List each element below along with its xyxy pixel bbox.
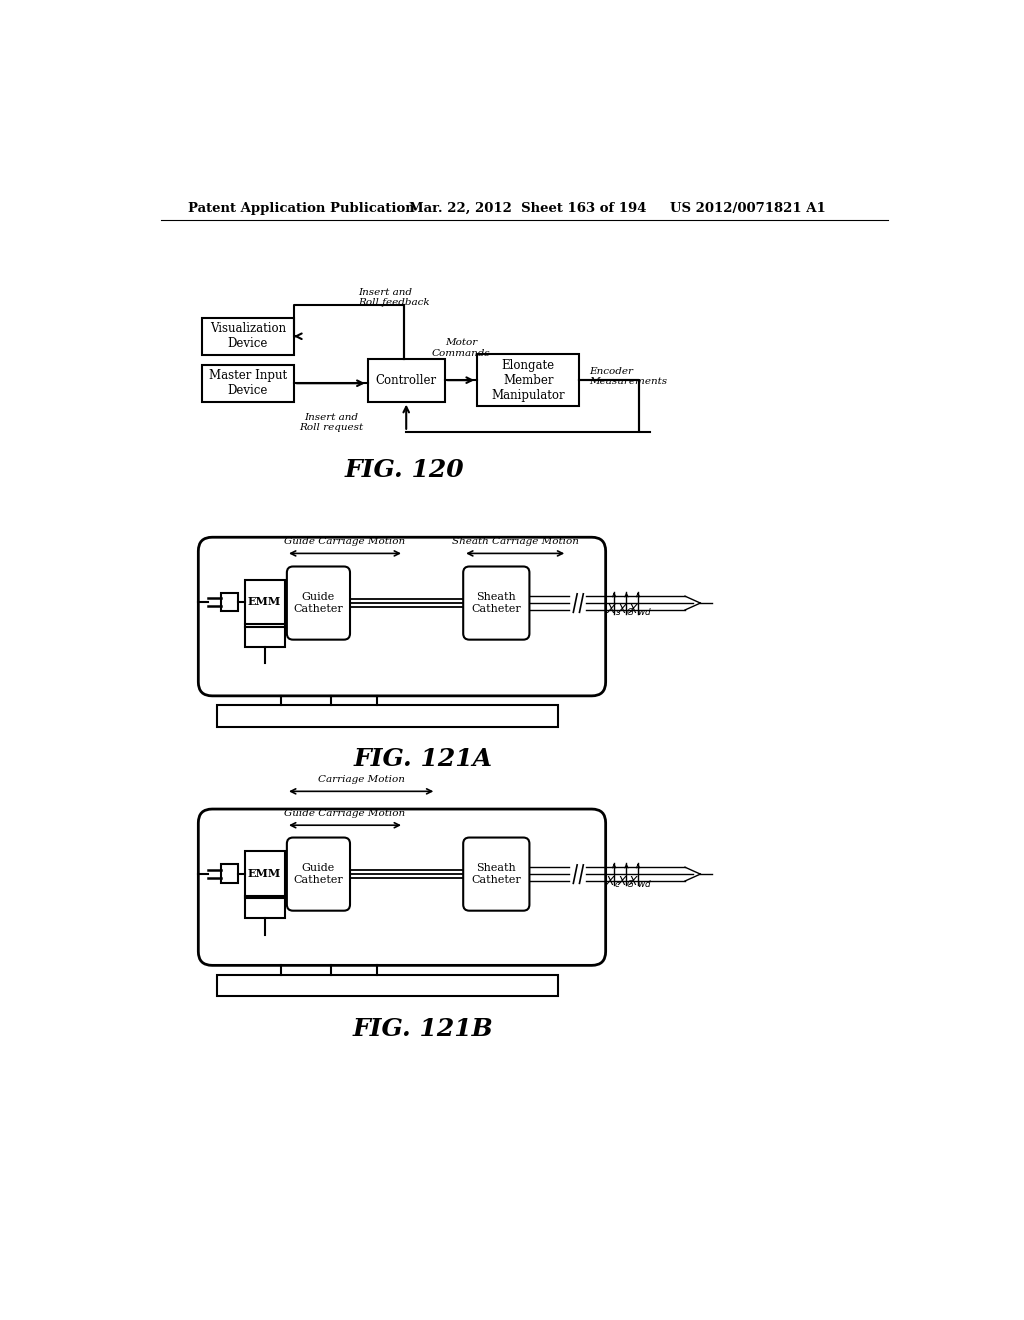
Bar xyxy=(217,974,558,997)
FancyBboxPatch shape xyxy=(287,838,350,911)
Bar xyxy=(220,593,239,611)
Text: Motor
Commands: Motor Commands xyxy=(431,338,490,358)
Text: Mar. 22, 2012  Sheet 163 of 194: Mar. 22, 2012 Sheet 163 of 194 xyxy=(410,202,647,215)
Text: Insert and
Roll feedback: Insert and Roll feedback xyxy=(357,288,429,308)
Text: FIG. 121B: FIG. 121B xyxy=(353,1016,494,1040)
Text: $X_s$: $X_s$ xyxy=(605,603,622,619)
Text: Guide
Catheter: Guide Catheter xyxy=(294,593,343,614)
Text: $X_G$: $X_G$ xyxy=(616,603,635,619)
Bar xyxy=(220,865,239,883)
Text: Elongate
Member
Manipulator: Elongate Member Manipulator xyxy=(492,359,565,401)
Text: Visualization
Device: Visualization Device xyxy=(210,322,286,350)
FancyBboxPatch shape xyxy=(199,809,605,965)
Text: Guide
Catheter: Guide Catheter xyxy=(294,863,343,884)
Bar xyxy=(245,898,285,919)
Text: Guide Carriage Motion: Guide Carriage Motion xyxy=(285,537,406,546)
Text: Patent Application Publication: Patent Application Publication xyxy=(188,202,415,215)
Text: Sheath Carriage Motion: Sheath Carriage Motion xyxy=(452,537,579,546)
Text: Sheath
Catheter: Sheath Catheter xyxy=(471,593,521,614)
Text: EMM: EMM xyxy=(248,869,282,879)
Text: FIG. 121A: FIG. 121A xyxy=(353,747,493,771)
Bar xyxy=(477,354,580,407)
Bar xyxy=(245,851,285,896)
Text: EMM: EMM xyxy=(248,597,282,607)
Text: Carriage Motion: Carriage Motion xyxy=(317,775,404,784)
Bar xyxy=(245,579,285,624)
Text: $X_G$: $X_G$ xyxy=(616,874,635,890)
FancyBboxPatch shape xyxy=(199,537,605,696)
Bar xyxy=(368,359,444,401)
Bar xyxy=(202,364,294,401)
FancyBboxPatch shape xyxy=(463,566,529,640)
Text: $X_c$: $X_c$ xyxy=(605,874,622,890)
Text: Controller: Controller xyxy=(376,374,437,387)
Text: Insert and
Roll request: Insert and Roll request xyxy=(299,412,362,432)
Text: Encoder
Measurements: Encoder Measurements xyxy=(589,367,667,385)
Text: US 2012/0071821 A1: US 2012/0071821 A1 xyxy=(670,202,825,215)
Text: Sheath
Catheter: Sheath Catheter xyxy=(471,863,521,884)
Text: FIG. 120: FIG. 120 xyxy=(344,458,464,482)
Bar xyxy=(217,705,558,726)
Text: $X_{wd}$: $X_{wd}$ xyxy=(629,603,652,619)
FancyBboxPatch shape xyxy=(463,838,529,911)
FancyBboxPatch shape xyxy=(287,566,350,640)
Text: $X_{wd}$: $X_{wd}$ xyxy=(629,874,652,890)
Text: Guide Carriage Motion: Guide Carriage Motion xyxy=(285,809,406,818)
Bar xyxy=(202,318,294,355)
Text: Master Input
Device: Master Input Device xyxy=(209,370,287,397)
Bar xyxy=(245,627,285,647)
